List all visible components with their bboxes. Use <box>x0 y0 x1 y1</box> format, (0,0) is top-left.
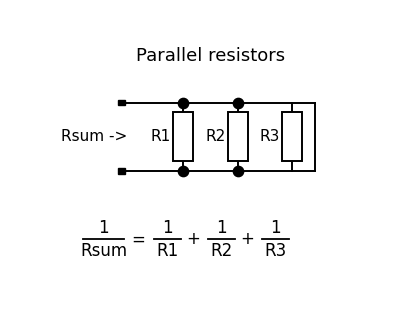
Text: 1: 1 <box>98 219 109 237</box>
Text: +: + <box>186 230 200 249</box>
Bar <box>228 113 247 161</box>
Text: 1: 1 <box>269 219 280 237</box>
Text: R2: R2 <box>209 242 232 260</box>
Point <box>234 169 241 174</box>
Text: =: = <box>131 230 145 249</box>
Text: R1: R1 <box>156 242 178 260</box>
Point <box>180 169 186 174</box>
Text: R3: R3 <box>263 242 286 260</box>
Bar <box>281 113 301 161</box>
Text: +: + <box>240 230 254 249</box>
Text: R1: R1 <box>150 129 170 145</box>
Text: R2: R2 <box>205 129 225 145</box>
Text: 1: 1 <box>216 219 226 237</box>
Text: Rsum ->: Rsum -> <box>61 129 127 145</box>
Text: Parallel resistors: Parallel resistors <box>135 47 284 65</box>
Bar <box>117 100 124 106</box>
Bar <box>173 113 193 161</box>
Point <box>234 100 241 105</box>
Point <box>180 100 186 105</box>
Text: 1: 1 <box>162 219 172 237</box>
Bar <box>117 168 124 174</box>
Text: R3: R3 <box>259 129 279 145</box>
Text: Rsum: Rsum <box>80 242 127 260</box>
